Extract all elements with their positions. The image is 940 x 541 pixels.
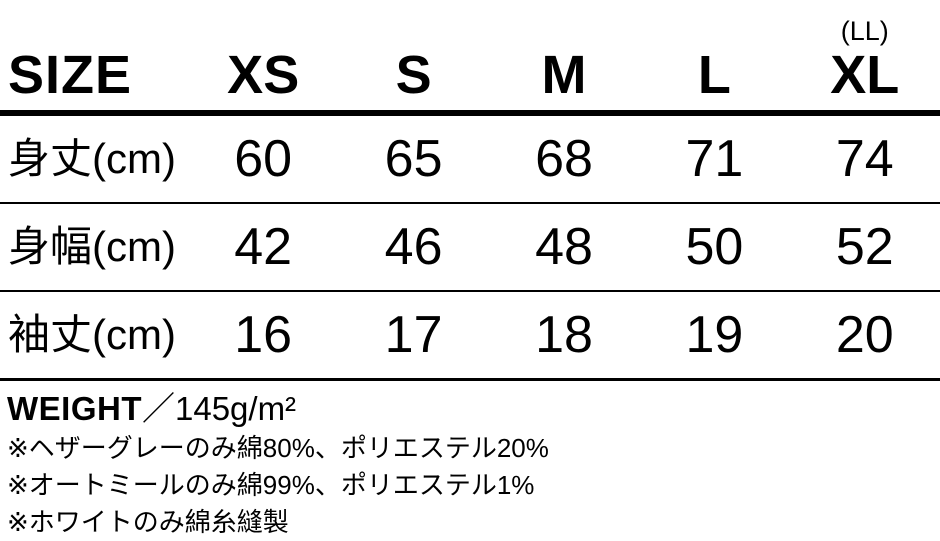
size-table: SIZE XS S M L (LL) XL 身丈(cm) 60 65 68 71… (0, 6, 940, 381)
note-oatmeal: ※オートミールのみ綿99%、ポリエステル1% (7, 470, 535, 500)
body-width-xs: 42 (234, 218, 293, 276)
note-white: ※ホワイトのみ綿糸縫製 (7, 507, 289, 537)
body-length-s: 65 (384, 130, 443, 188)
sleeve-length-xl: 20 (835, 306, 894, 364)
column-header-s: S (395, 45, 432, 105)
column-header-xs: XS (227, 45, 300, 105)
footnotes: ※ヘザーグレーのみ綿80%、ポリエステル20% ※オートミールのみ綿99%、ポリ… (7, 430, 940, 541)
table-row-body-width: 身幅(cm) 42 46 48 50 52 (0, 204, 940, 292)
table-header-row: SIZE XS S M L (LL) XL (0, 6, 940, 116)
table-row-sleeve-length: 袖丈(cm) 16 17 18 19 20 (0, 292, 940, 381)
weight-separator: ／ (141, 390, 175, 427)
column-header-size: SIZE (8, 45, 133, 105)
row-label-body-width: 身幅(cm) (8, 223, 176, 270)
sleeve-length-xs: 16 (234, 306, 293, 364)
column-header-xl-label: XL (830, 45, 900, 105)
body-length-m: 68 (535, 130, 593, 188)
column-header-m: M (541, 45, 587, 105)
body-width-xl: 52 (835, 218, 894, 276)
column-header-l: L (697, 45, 731, 105)
weight-line: WEIGHT／145g/m² (7, 390, 940, 428)
body-length-l: 71 (685, 130, 744, 188)
body-width-s: 46 (384, 218, 443, 276)
sleeve-length-l: 19 (685, 306, 744, 364)
body-length-xs: 60 (234, 130, 293, 188)
body-length-xl: 74 (835, 130, 894, 188)
weight-label: WEIGHT (7, 390, 142, 427)
note-heather-gray: ※ヘザーグレーのみ綿80%、ポリエステル20% (7, 433, 549, 463)
sleeve-length-s: 17 (384, 306, 443, 364)
row-label-sleeve-length: 袖丈(cm) (8, 311, 176, 358)
sleeve-length-m: 18 (535, 306, 593, 364)
body-width-m: 48 (535, 218, 593, 276)
body-width-l: 50 (685, 218, 744, 276)
xl-note-label: (LL) (840, 16, 889, 46)
column-header-xl: (LL) XL (790, 18, 940, 110)
table-row-body-length: 身丈(cm) 60 65 68 71 74 (0, 116, 940, 204)
row-label-body-length: 身丈(cm) (8, 135, 176, 182)
weight-value: 145g/m² (174, 390, 297, 427)
footer: WEIGHT／145g/m² ※ヘザーグレーのみ綿80%、ポリエステル20% ※… (0, 381, 940, 541)
